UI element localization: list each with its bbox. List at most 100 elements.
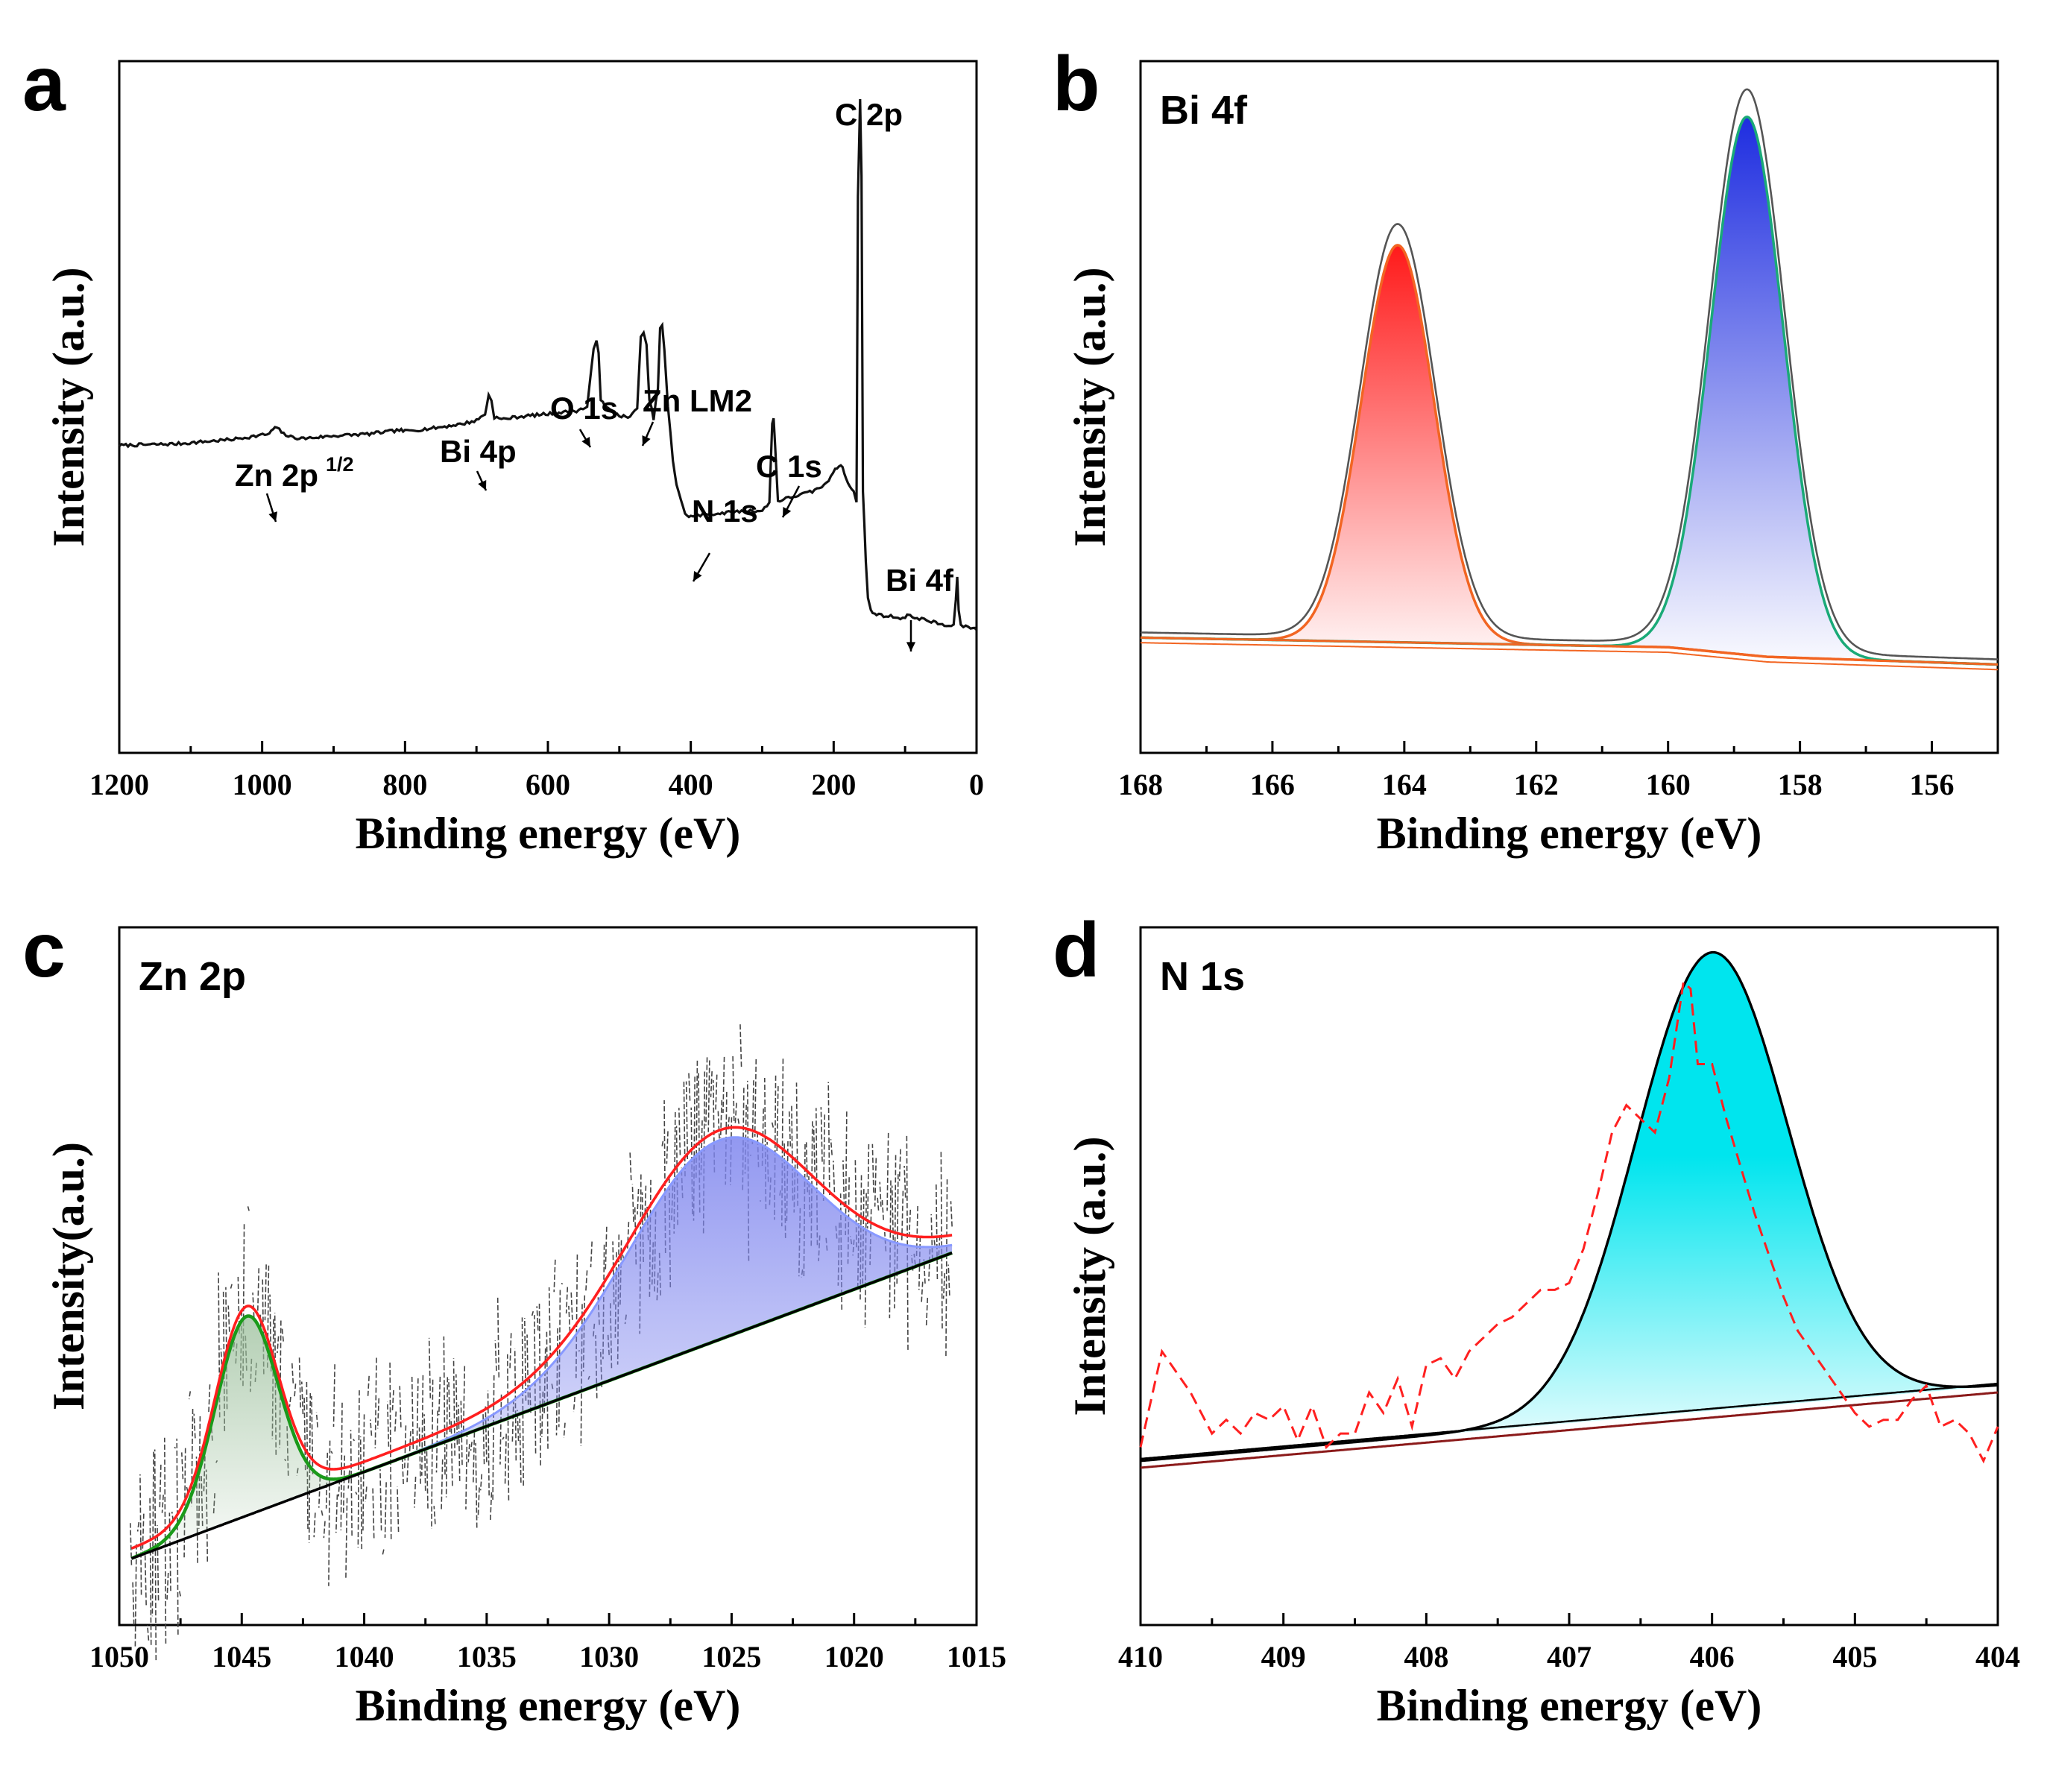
panel-a: 1200 1000 800 600 400 200 0 Binding energy (eV)…: [22, 41, 984, 858]
bi-4f5-2-fit-peak-line: [1140, 115, 1998, 666]
panel-title: Bi 4f: [1160, 88, 1248, 133]
raw-data-line: [1139, 979, 1999, 1464]
raw-data-segment: [435, 1410, 438, 1473]
raw-data-segment: [443, 1336, 446, 1475]
raw-data-segment: [489, 1492, 493, 1521]
annotation-arrowhead: [642, 435, 651, 446]
background-line: [1140, 1391, 1999, 1469]
raw-data-segment: [397, 1486, 400, 1533]
raw-data-segment: [365, 1486, 368, 1502]
raw-data-segment: [335, 1494, 338, 1533]
annotation-arrowhead: [478, 480, 487, 490]
raw-data-segment: [414, 1476, 417, 1508]
raw-data-segment: [431, 1379, 434, 1529]
panel-label: a: [22, 41, 66, 127]
raw-data-segment: [382, 1549, 385, 1556]
raw-data-segment: [448, 1379, 451, 1433]
raw-data-segment: [399, 1386, 402, 1427]
raw-data-segment: [605, 1226, 608, 1271]
background-line: [1140, 1382, 1999, 1460]
raw-data-segment: [300, 1381, 304, 1415]
raw-data-segment: [458, 1404, 461, 1481]
raw-data-segment: [502, 1436, 505, 1440]
raw-data-segment: [942, 1272, 946, 1299]
raw-data-segment: [719, 1100, 723, 1138]
raw-data-segment: [359, 1436, 363, 1550]
raw-data-segment: [506, 1354, 510, 1501]
annotation-arrowhead: [693, 571, 702, 581]
x-tick-label: 1025: [701, 1640, 761, 1673]
peak-annotation-superscript: 1/2: [326, 453, 354, 476]
peak-annotation: N 1s: [692, 493, 758, 529]
raw-data-segment: [149, 1495, 152, 1645]
raw-data-segment: [479, 1474, 483, 1491]
plot-frame: [1139, 926, 1999, 1627]
x-tick-label: 800: [382, 768, 427, 801]
raw-data-segment: [428, 1337, 432, 1398]
raw-data-segment: [717, 1111, 720, 1139]
raw-data-segment: [129, 1523, 133, 1565]
raw-data-segment: [406, 1455, 409, 1483]
raw-data-segment: [548, 1287, 552, 1358]
x-tick-label: 1000: [233, 768, 292, 801]
raw-data-segment: [504, 1433, 507, 1486]
raw-data-segment: [281, 1328, 284, 1342]
raw-data-segment: [180, 1452, 184, 1480]
raw-data-segment: [923, 1259, 926, 1284]
raw-data-segment: [492, 1375, 495, 1501]
annotation-arrowhead: [783, 507, 792, 517]
raw-data-segment: [553, 1259, 556, 1293]
raw-data-segment: [925, 1297, 929, 1326]
bi-4f5-2-fit-peak-fill: [1141, 116, 1998, 665]
background-line: [130, 1252, 953, 1560]
raw-data-segment: [590, 1241, 593, 1268]
panel-title: Zn 2p: [139, 954, 246, 999]
raw-data-segment: [886, 1132, 889, 1211]
raw-data-segment: [188, 1391, 192, 1400]
raw-data-segment: [256, 1268, 260, 1315]
raw-data-segment: [269, 1294, 272, 1372]
x-tick-label: 1045: [212, 1640, 271, 1673]
raw-data-segment: [877, 1196, 880, 1211]
panel-c: 1050 1045 1040 1035 1030 1025 1020 1015 Binding …: [22, 907, 1006, 1730]
x-tick-label: 164: [1382, 768, 1427, 801]
panel-d: 410 409 408 407 406 405 404 Binding energy (eV)…: [1053, 907, 2020, 1730]
x-tick-label: 156: [1910, 768, 1955, 801]
x-axis-label: Binding energy (eV): [1377, 809, 1762, 858]
raw-data-segment: [227, 1305, 230, 1332]
raw-data-segment: [433, 1506, 436, 1524]
raw-data-segment: [915, 1205, 918, 1258]
raw-data-segment: [384, 1482, 387, 1539]
raw-data-segment: [494, 1340, 497, 1371]
survey-spectrum-line: [118, 98, 978, 631]
raw-data-segment: [462, 1366, 466, 1433]
raw-data-segment: [168, 1512, 171, 1591]
raw-data-segment: [154, 1449, 157, 1661]
raw-data-segment: [142, 1513, 145, 1552]
bi-4f7-2-fit-peak-line: [1140, 244, 1998, 666]
raw-data-segment: [328, 1440, 331, 1586]
raw-data-segment: [820, 1107, 823, 1162]
raw-data-segment: [294, 1384, 297, 1398]
zn-broad-fit-fill: [131, 1137, 953, 1559]
raw-data-segment: [313, 1512, 316, 1538]
raw-data-segment: [903, 1165, 906, 1198]
raw-data-segment: [945, 1179, 948, 1358]
panel-label: d: [1053, 907, 1100, 994]
x-tick-label: 1050: [89, 1640, 149, 1673]
x-tick-label: 407: [1547, 1640, 1592, 1673]
x-tick-label: 0: [969, 768, 984, 801]
x-tick-label: 400: [669, 768, 713, 801]
raw-data-segment: [715, 1074, 718, 1110]
raw-data-segment: [311, 1395, 314, 1474]
raw-data-segment: [536, 1306, 539, 1331]
x-tick-label: 406: [1690, 1640, 1735, 1673]
raw-data-segment: [722, 1056, 725, 1114]
x-tick-label: 1020: [824, 1640, 884, 1673]
raw-data-segment: [362, 1414, 365, 1531]
raw-data-segment: [666, 1131, 669, 1164]
raw-data-segment: [751, 1080, 754, 1144]
raw-data-segment: [357, 1390, 360, 1548]
raw-data-segment: [332, 1364, 335, 1427]
